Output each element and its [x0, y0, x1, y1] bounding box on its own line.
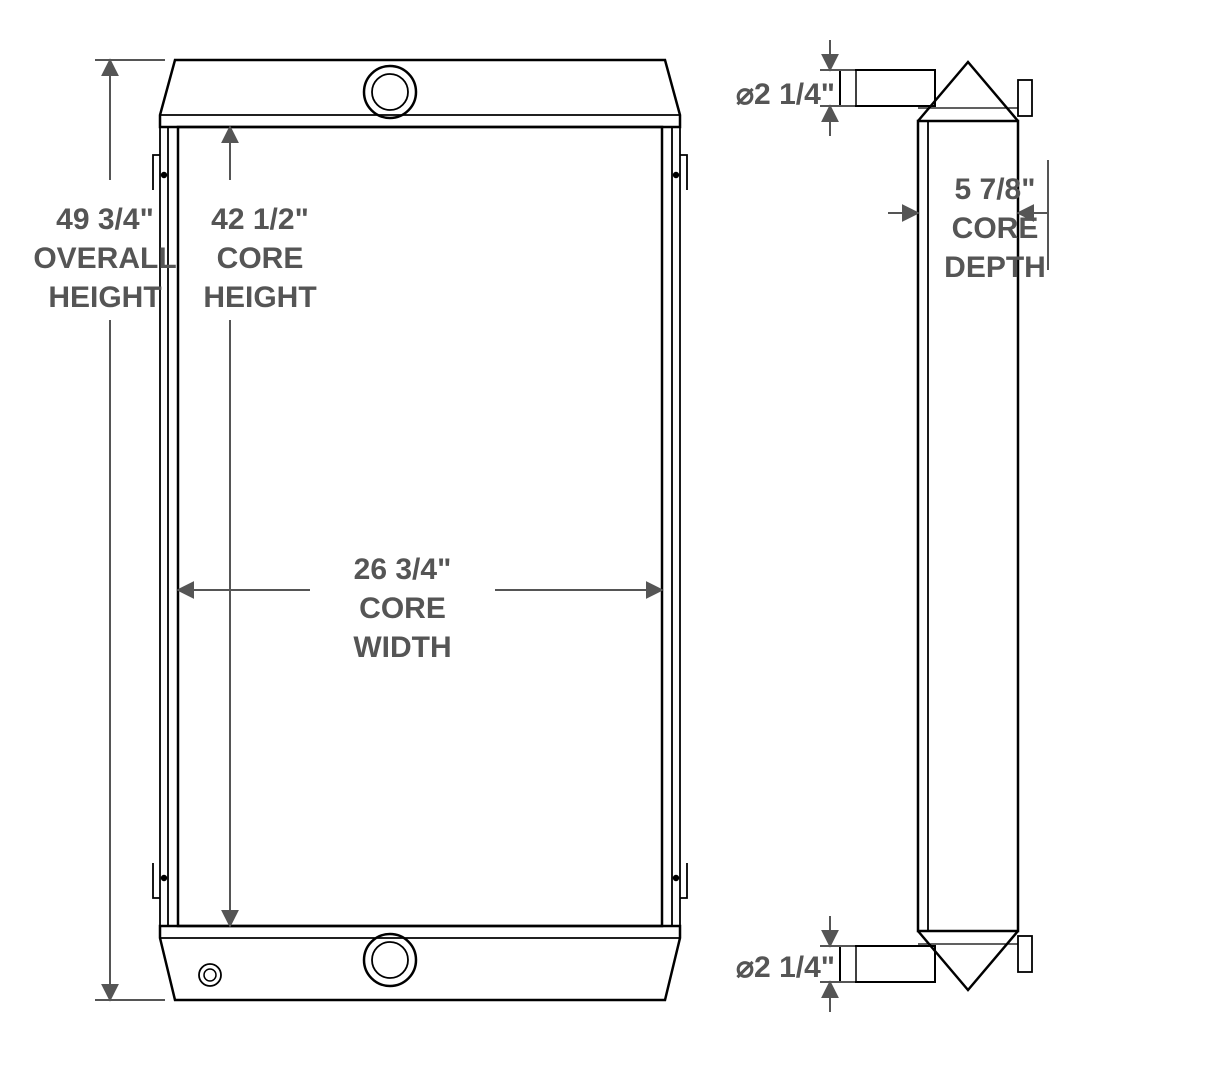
pipe-top-label: ⌀2 1/4" — [720, 75, 835, 114]
core-height-label: 42 1/2" CORE HEIGHT — [185, 200, 335, 317]
core-width-value: 26 3/4" — [354, 553, 452, 586]
overall-height-value: 49 3/4" — [56, 203, 154, 236]
core-depth-value: 5 7/8" — [955, 173, 1036, 206]
core-width-cap1: CORE — [359, 592, 446, 625]
core-height-value: 42 1/2" — [211, 203, 309, 236]
pipe-top-value: ⌀2 1/4" — [736, 78, 835, 111]
core-depth-cap2: DEPTH — [944, 251, 1046, 284]
core-height-cap2: HEIGHT — [203, 281, 316, 314]
pipe-bottom-label: ⌀2 1/4" — [720, 948, 835, 987]
core-width-cap2: WIDTH — [353, 631, 451, 664]
dimensions — [95, 40, 1048, 1012]
core-depth-label: 5 7/8" CORE DEPTH — [935, 170, 1055, 287]
core-width-label: 26 3/4" CORE WIDTH — [320, 550, 485, 667]
overall-height-cap1: OVERALL — [33, 242, 176, 275]
overall-height-cap2: HEIGHT — [48, 281, 161, 314]
drawing-svg — [0, 0, 1225, 1068]
core-height-cap1: CORE — [217, 242, 304, 275]
core-depth-cap1: CORE — [952, 212, 1039, 245]
overall-height-label: 49 3/4" OVERALL HEIGHT — [25, 200, 185, 317]
pipe-bottom-value: ⌀2 1/4" — [736, 951, 835, 984]
